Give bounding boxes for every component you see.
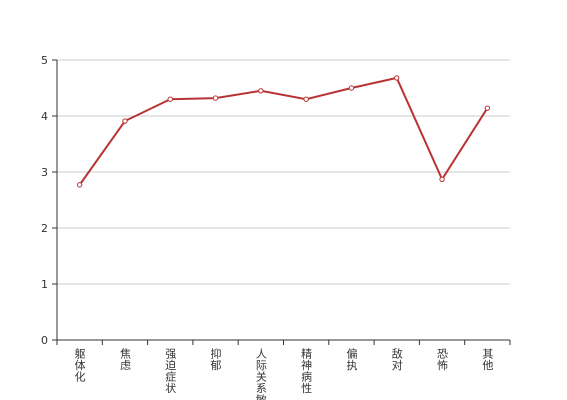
x-tick-label: 躯体化	[73, 348, 86, 383]
point	[394, 75, 400, 81]
x-tick-label: 焦虑	[118, 348, 131, 371]
point	[258, 88, 264, 94]
x-tick-label: 敌对	[390, 347, 403, 371]
x-tick-label: 其他	[481, 348, 494, 371]
point	[303, 96, 309, 102]
line	[78, 76, 489, 186]
x-tick-label: 精神病性	[300, 348, 313, 395]
y-tick-label: 0	[41, 334, 48, 347]
x-tick-label: 偏执	[345, 347, 358, 372]
x-tick-label: 强迫症状	[164, 348, 177, 394]
y-tick-label: 3	[41, 166, 48, 179]
y-tick-label: 4	[41, 110, 48, 123]
point	[167, 96, 173, 102]
y-tick-label: 5	[41, 54, 48, 67]
point	[122, 118, 128, 124]
point	[439, 176, 445, 182]
x-tick-label: 恐怖	[436, 348, 449, 371]
x-tick-label: 抑郁	[209, 347, 222, 371]
x-tick-label: 人际关系敏感	[254, 348, 267, 400]
point	[348, 85, 355, 91]
y-tick-label: 2	[41, 222, 48, 235]
point	[212, 95, 219, 101]
point	[484, 105, 491, 111]
point	[76, 182, 83, 188]
y-tick-label: 1	[41, 278, 48, 291]
